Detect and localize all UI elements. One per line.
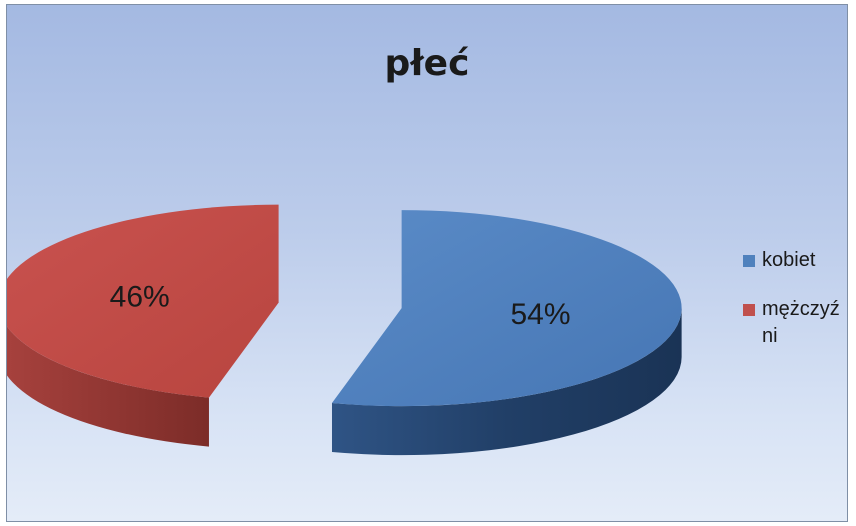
legend-swatch-mezczyzni bbox=[743, 304, 755, 316]
pie-slice-side-kobiet bbox=[331, 308, 682, 456]
chart-legend: kobiet mężczyź ni bbox=[742, 247, 847, 372]
data-label-kobiet: 54% bbox=[510, 298, 570, 331]
chart-title: płeć bbox=[384, 43, 470, 84]
pie-slice-kobiet bbox=[331, 210, 682, 456]
chart-area: płeć 54% 46% kob bbox=[6, 4, 848, 522]
legend-swatch-kobiet bbox=[743, 255, 755, 267]
data-label-mezczyzni: 46% bbox=[110, 281, 170, 314]
pie-slice-top-mezczyzni bbox=[7, 204, 279, 398]
pie-slice-side-mezczyzni bbox=[7, 326, 209, 447]
pie-slice-mezczyzni bbox=[7, 204, 279, 447]
legend-label-mezczyzni: mężczyź ni bbox=[762, 298, 840, 347]
legend-item-mezczyzni: mężczyź ni bbox=[742, 296, 847, 350]
legend-label-kobiet: kobiet bbox=[762, 249, 816, 271]
pie-slice-top-kobiet bbox=[331, 210, 682, 407]
legend-item-kobiet: kobiet bbox=[742, 247, 847, 274]
pie-chart: 54% 46% bbox=[7, 204, 682, 456]
